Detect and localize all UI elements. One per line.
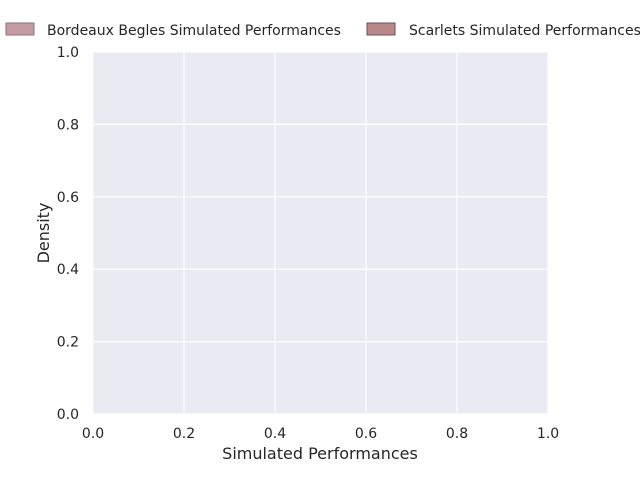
x-axis-label: Simulated Performances	[222, 444, 418, 463]
x-axis-ticks: 0.0 0.2 0.4 0.6 0.8 1.0	[82, 426, 559, 442]
plot-area	[93, 52, 548, 414]
y-tick-label: 0.8	[57, 117, 79, 133]
legend-label-bordeaux: Bordeaux Begles Simulated Performances	[47, 23, 341, 39]
y-tick-label: 0.2	[57, 335, 79, 351]
x-tick-label: 0.6	[355, 426, 377, 442]
y-tick-label: 0.6	[57, 190, 79, 206]
y-tick-label: 0.4	[57, 262, 79, 278]
y-axis-label: Density	[34, 203, 53, 264]
legend-swatch-scarlets	[366, 22, 396, 36]
legend-label-scarlets: Scarlets Simulated Performances	[409, 23, 640, 39]
x-tick-label: 0.2	[173, 426, 195, 442]
x-tick-label: 0.0	[82, 426, 104, 442]
y-tick-label: 0.0	[57, 407, 79, 423]
y-axis-ticks: 0.0 0.2 0.4 0.6 0.8 1.0	[57, 45, 79, 423]
x-tick-label: 1.0	[537, 426, 559, 442]
legend: Bordeaux Begles Simulated Performances S…	[5, 22, 640, 39]
legend-swatch-bordeaux	[5, 22, 35, 36]
y-tick-label: 1.0	[57, 45, 79, 61]
x-tick-label: 0.8	[446, 426, 468, 442]
grid-lines	[92, 51, 549, 415]
x-tick-label: 0.4	[264, 426, 286, 442]
